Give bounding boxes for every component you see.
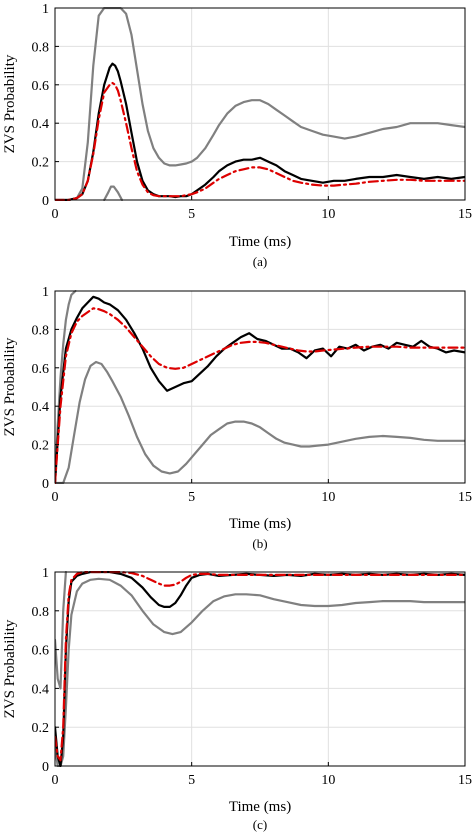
y-tick-label: 0.8 [32, 323, 50, 338]
y-axis-label-a: ZVS Probability [2, 54, 18, 153]
ticks-a: 0 5 10 15 0 0.2 0.4 0.6 0.8 1 [32, 2, 473, 222]
panel-label-b: (b) [252, 536, 267, 551]
y-tick-label: 0.8 [32, 605, 50, 620]
series-line-empirical [55, 295, 465, 484]
series-c [55, 571, 465, 767]
x-tick-label: 0 [52, 773, 59, 788]
y-tick-label: 1 [42, 566, 49, 581]
x-tick-label: 10 [321, 490, 335, 505]
panel-a: 0 5 10 15 0 0.2 0.4 0.6 0.8 1 ZVS Probability Tim… [2, 2, 472, 269]
series-line-empirical [55, 62, 465, 201]
grid-a [55, 8, 465, 200]
x-axis-label-c: Time (ms) [229, 799, 291, 815]
y-tick-label: 0.4 [32, 117, 50, 132]
x-axis-label-a: Time (ms) [229, 234, 291, 250]
y-tick-label: 0 [42, 194, 49, 209]
y-tick-label: 0.6 [32, 644, 50, 659]
x-tick-label: 0 [52, 490, 59, 505]
y-tick-label: 0.4 [32, 682, 50, 697]
axes-box-b [54, 290, 466, 484]
x-tick-label: 0 [52, 207, 59, 222]
x-tick-label: 15 [458, 207, 472, 222]
x-tick-label: 5 [188, 207, 195, 222]
grid-b [55, 291, 465, 483]
x-tick-label: 5 [188, 490, 195, 505]
panel-label-c: (c) [253, 817, 267, 832]
axes-box-a [54, 7, 466, 201]
y-tick-label: 0.6 [32, 362, 50, 377]
y-tick-label: 1 [42, 2, 49, 17]
y-axis-label-b: ZVS Probability [2, 337, 18, 436]
series-line-lower-bound [55, 360, 465, 484]
ticks-b: 0 5 10 15 0 0.2 0.4 0.6 0.8 1 [32, 285, 473, 505]
series-line-upper-bound [55, 571, 68, 690]
plot-area-b [55, 291, 465, 483]
x-tick-label: 10 [321, 207, 335, 222]
series-line-lower-bound [103, 185, 124, 201]
y-tick-label: 0.6 [32, 79, 50, 94]
x-tick-label: 15 [458, 773, 472, 788]
x-tick-label: 10 [321, 773, 335, 788]
y-tick-label: 0.2 [32, 156, 50, 171]
y-tick-label: 0.2 [32, 439, 50, 454]
y-tick-label: 0 [42, 760, 49, 775]
x-tick-label: 15 [458, 490, 472, 505]
series-b [55, 290, 465, 484]
y-tick-label: 0.8 [32, 40, 50, 55]
x-axis-label-b: Time (ms) [229, 516, 291, 532]
y-tick-label: 0.4 [32, 400, 50, 415]
grid-c [55, 572, 465, 766]
panel-label-a: (a) [253, 254, 267, 269]
panel-b: 0 5 10 15 0 0.2 0.4 0.6 0.8 1 ZVS Probability Tim… [2, 285, 472, 551]
plot-area-a [55, 8, 465, 200]
series-line-model [55, 307, 465, 484]
ticks-c: 0 5 10 15 0 0.2 0.4 0.6 0.8 1 [32, 566, 473, 788]
y-tick-label: 0.2 [32, 721, 50, 736]
plot-area-c [55, 572, 465, 766]
axes-box-c [54, 571, 466, 767]
y-tick-label: 0 [42, 477, 49, 492]
series-line-model [55, 571, 465, 762]
y-axis-label-c: ZVS Probability [2, 619, 18, 718]
panel-c: 0 5 10 15 0 0.2 0.4 0.6 0.8 1 ZVS Probability Tim… [2, 566, 472, 832]
series-line-lower-bound [55, 577, 465, 767]
y-tick-label: 1 [42, 285, 49, 300]
series-line-model [55, 81, 465, 201]
x-tick-label: 5 [188, 773, 195, 788]
